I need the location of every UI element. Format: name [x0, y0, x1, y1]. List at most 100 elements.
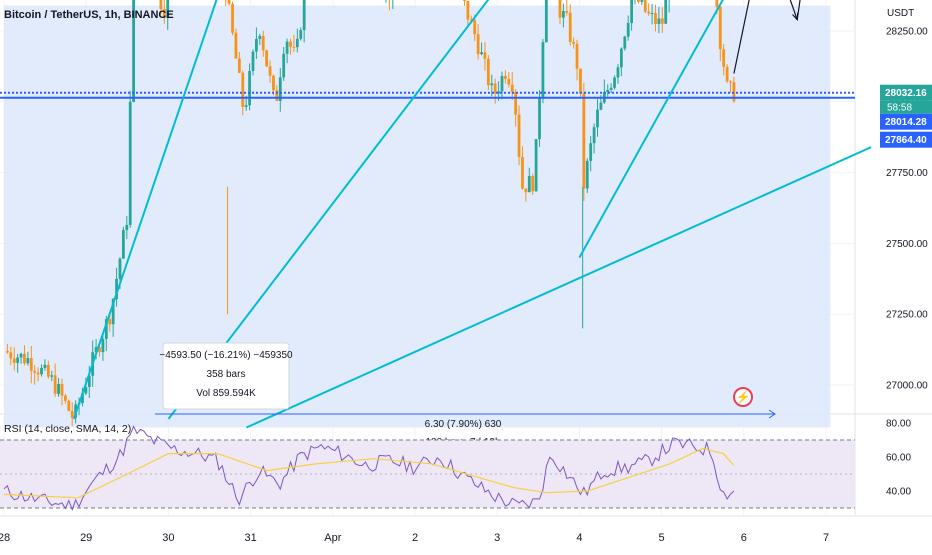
candle-body [30, 358, 33, 371]
candle-body [235, 33, 238, 59]
time-tick-label: 7 [823, 532, 829, 544]
candle-body [252, 52, 255, 71]
candle-body [518, 115, 521, 157]
candle-body [620, 49, 623, 68]
candle-body [729, 81, 732, 82]
candle-body [119, 259, 122, 279]
candle-body [61, 384, 64, 396]
candle-body [524, 189, 527, 193]
candle-body [586, 161, 589, 189]
candle-body [248, 71, 251, 105]
candle-body [245, 105, 248, 107]
candle-body [303, 0, 306, 30]
candle-body [521, 157, 524, 188]
time-tick-label: 3 [494, 532, 500, 544]
symbol-title: Bitcoin / TetherUS, 1h, BINANCE [4, 9, 174, 21]
candle-body [265, 50, 268, 66]
candle-body [542, 42, 545, 97]
time-tick-label: 2 [412, 532, 418, 544]
price-tick-label: 28250.00 [886, 27, 928, 38]
time-tick-label: 28 [0, 532, 10, 544]
candle-body [726, 67, 729, 81]
candle-body [473, 20, 476, 34]
candle-body [490, 84, 493, 86]
candle-body [630, 0, 633, 23]
time-tick-label: 6 [741, 532, 747, 544]
candle-body [6, 351, 9, 352]
candle-body [637, 0, 640, 2]
time-tick-label: 4 [576, 532, 582, 544]
candle-body [722, 49, 725, 67]
time-tick-label: 29 [80, 532, 92, 544]
candle-body [480, 52, 483, 54]
candle-body [535, 139, 538, 191]
candle-body [466, 1, 469, 20]
candle-body [9, 352, 12, 358]
candle-body [44, 365, 47, 368]
time-tick-label: Apr [324, 532, 341, 544]
rsi-title: RSI (14, close, SMA, 14, 2) [4, 423, 131, 435]
candle-body [463, 0, 466, 1]
candle-body [644, 0, 647, 12]
candle-body [20, 354, 23, 358]
candle-body [623, 37, 626, 49]
candle-body [657, 18, 660, 24]
candle-body [661, 18, 664, 23]
candle-body [582, 93, 585, 188]
candle-body [562, 11, 565, 18]
candle-body [538, 97, 541, 139]
candle-body [71, 411, 74, 418]
candle-body [610, 88, 613, 90]
candle-body [514, 92, 517, 114]
price-tag-label: 27864.40 [885, 135, 927, 146]
candle-body [627, 23, 630, 37]
candle-body [579, 69, 582, 94]
candle-body [528, 176, 531, 192]
candle-body [228, 0, 231, 4]
candle-body [160, 0, 163, 9]
measure-zone [4, 6, 830, 428]
candle-body [129, 102, 132, 225]
candle-body [613, 77, 616, 87]
candle-body [238, 59, 241, 73]
candle-body [23, 354, 26, 364]
time-tick-label: 30 [162, 532, 174, 544]
candle-body [241, 73, 244, 107]
candle-body [26, 358, 29, 363]
candle-body [269, 66, 272, 75]
candle-body [507, 79, 510, 85]
currency-label: USDT [887, 8, 914, 19]
candle-body [501, 76, 504, 91]
candle-body [487, 59, 490, 85]
time-tick-label: 5 [659, 532, 665, 544]
price-tag-label: 28032.16 [885, 88, 927, 99]
candle-body [33, 371, 36, 373]
candle-body [640, 0, 643, 2]
candle-body [593, 127, 596, 143]
candle-body [231, 4, 234, 33]
time-tick-label: 31 [244, 532, 256, 544]
candle-body [102, 339, 105, 352]
candle-body [108, 319, 111, 324]
candle-body [715, 0, 718, 7]
price-tick-label: 27000.00 [886, 381, 928, 392]
candle-body [511, 85, 514, 93]
candle-body [293, 47, 296, 48]
measure-info-text: −4593.50 (−16.21%) −459350 [159, 350, 293, 361]
candle-body [40, 368, 43, 374]
candle-body [16, 357, 19, 362]
rsi-tick-label: 40.00 [886, 487, 911, 498]
candle-body [54, 375, 57, 393]
candle-body [531, 176, 534, 191]
tradingview-logo-icon: ⚡ [733, 387, 753, 407]
candle-body [504, 76, 507, 79]
candle-body [484, 52, 487, 58]
price-tick-label: 27750.00 [886, 168, 928, 179]
candle-body [272, 76, 275, 90]
candle-body [600, 103, 603, 110]
price-tag-label: 28014.28 [885, 117, 927, 128]
candle-body [596, 110, 599, 128]
candle-body [647, 12, 650, 14]
